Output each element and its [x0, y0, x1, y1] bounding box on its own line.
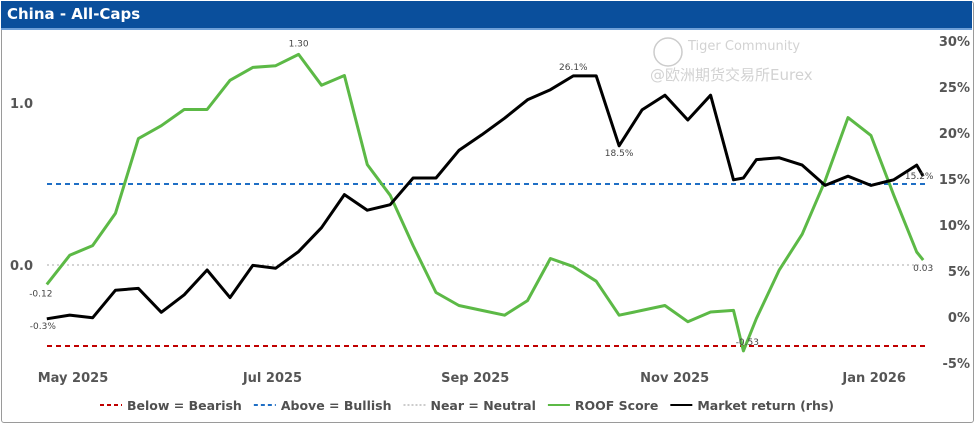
- x-tick-label: Jul 2025: [242, 371, 302, 386]
- legend-label: Market return (rhs): [697, 398, 834, 413]
- roof-score-line: [45, 52, 925, 353]
- market-return-line: [46, 74, 925, 321]
- right-tick-label: 10%: [939, 219, 970, 234]
- right-tick-label: 25%: [939, 81, 970, 96]
- chart-header: China - All-Caps: [1, 1, 972, 30]
- x-tick-label: Nov 2025: [640, 371, 709, 386]
- data-label: 15.2%: [905, 172, 934, 182]
- right-tick-label: 30%: [939, 35, 970, 50]
- legend-label: Below = Bearish: [127, 398, 242, 413]
- right-tick-label: 15%: [939, 173, 970, 188]
- data-label: 0.03: [913, 264, 933, 274]
- right-tick-label: 0%: [948, 311, 970, 326]
- data-label: 18.5%: [605, 149, 634, 159]
- watermark-logo-icon: [653, 37, 683, 67]
- chart-title: China - All-Caps: [7, 5, 141, 23]
- watermark-line1: Tiger Community: [687, 39, 800, 54]
- data-label: -0.3%: [30, 322, 57, 332]
- legend-label: Near = Neutral: [430, 398, 535, 413]
- right-tick-label: 20%: [939, 127, 970, 142]
- watermark-line2: @欧洲期货交易所Eurex: [650, 66, 813, 84]
- legend-label: ROOF Score: [575, 398, 658, 413]
- data-label: 1.30: [289, 39, 309, 49]
- left-tick-label: 1.0: [10, 97, 33, 112]
- watermark: Tiger Community @欧洲期货交易所Eurex: [650, 37, 813, 84]
- x-tick-label: Sep 2025: [441, 371, 509, 386]
- x-tick-label: Jan 2026: [841, 371, 906, 386]
- data-label: -0.53: [736, 338, 759, 348]
- x-tick-label: May 2025: [38, 371, 109, 386]
- data-label: 26.1%: [559, 63, 588, 73]
- left-tick-label: 0.0: [10, 259, 33, 274]
- legend-label: Above = Bullish: [281, 398, 392, 413]
- data-label: -0.12: [29, 289, 52, 299]
- right-tick-label: 5%: [948, 265, 970, 280]
- right-tick-label: -5%: [943, 357, 970, 372]
